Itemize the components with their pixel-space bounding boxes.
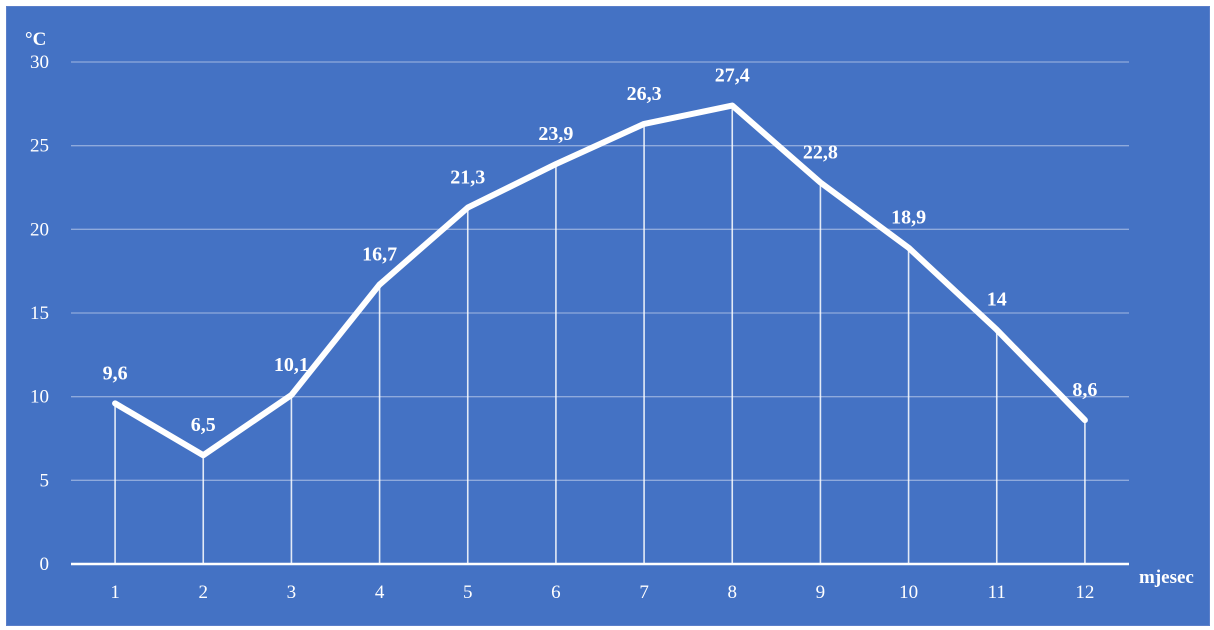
x-tick-label: 9 <box>816 582 826 603</box>
data-label: 21,3 <box>450 167 485 189</box>
data-label: 27,4 <box>715 65 750 87</box>
y-tick-label: 5 <box>40 470 50 491</box>
data-label: 6,5 <box>191 414 216 436</box>
y-tick-label: 0 <box>40 554 50 575</box>
y-tick-label: 25 <box>30 136 49 157</box>
x-tick-label: 12 <box>1075 582 1094 603</box>
x-tick-label: 10 <box>899 582 918 603</box>
x-tick-label: 3 <box>287 582 297 603</box>
x-tick-labels: 1 2 3 4 5 6 7 8 9 10 11 12 <box>110 582 1094 603</box>
x-tick-label: 4 <box>375 582 385 603</box>
y-tick-label: 10 <box>30 387 49 408</box>
data-label: 16,7 <box>362 244 397 266</box>
x-tick-label: 1 <box>110 582 120 603</box>
x-tick-label: 5 <box>463 582 473 603</box>
data-label: 10,1 <box>274 354 309 376</box>
chart: 0 5 10 15 20 25 30 1 2 3 4 5 6 7 8 9 10 11 12 9,6 6,5 10,1 1… <box>6 6 1210 626</box>
x-axis-title: mjesec <box>1139 567 1194 588</box>
data-label: 8,6 <box>1072 379 1097 401</box>
y-tick-label: 30 <box>30 52 49 73</box>
y-tick-label: 15 <box>30 303 49 324</box>
y-tick-labels: 0 5 10 15 20 25 30 <box>30 52 49 575</box>
data-labels: 9,6 6,5 10,1 16,7 21,3 23,9 26,3 27,4 22,8 18,9 14… <box>103 65 1098 437</box>
gridlines <box>71 61 1129 481</box>
data-label: 22,8 <box>803 141 838 163</box>
y-tick-label: 20 <box>30 219 49 240</box>
y-axis-unit-label: °C <box>25 29 46 50</box>
temperature-line <box>112 102 1088 459</box>
x-tick-label: 7 <box>639 582 649 603</box>
data-label: 9,6 <box>103 362 128 384</box>
x-tick-label: 8 <box>728 582 738 603</box>
data-label: 18,9 <box>891 207 926 229</box>
data-label: 26,3 <box>627 83 662 105</box>
x-tick-label: 6 <box>551 582 561 603</box>
data-label: 14 <box>987 289 1007 311</box>
drop-lines <box>114 105 1086 564</box>
x-tick-label: 11 <box>988 582 1006 603</box>
x-tick-label: 2 <box>199 582 209 603</box>
data-label: 23,9 <box>538 123 573 145</box>
